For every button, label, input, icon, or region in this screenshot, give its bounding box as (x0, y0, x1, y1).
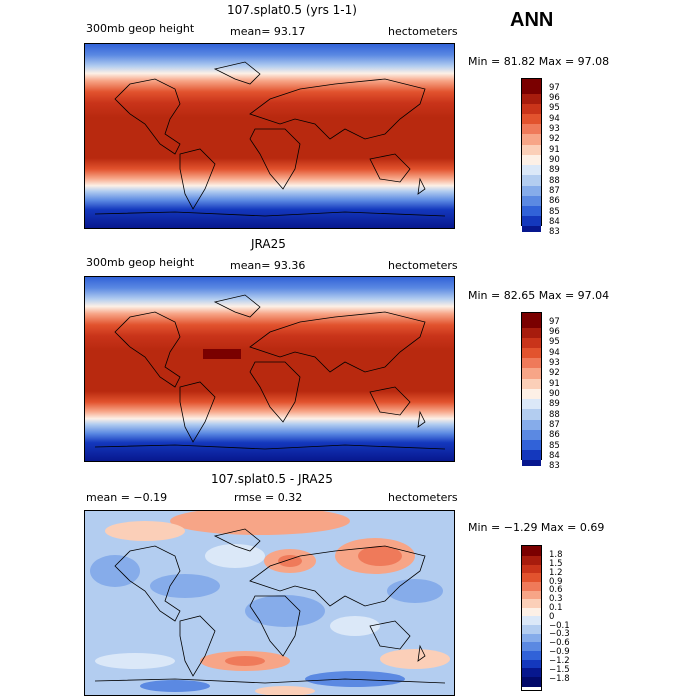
panel2-units-label: hectometers (388, 259, 458, 272)
cb3-label: 0 (549, 612, 555, 622)
cb3-label: −0.6 (549, 638, 570, 648)
cb1-label: 89 (549, 165, 560, 175)
cb1-label: 85 (549, 207, 560, 217)
cb2-label: 91 (549, 379, 560, 389)
cb1-label: 87 (549, 186, 560, 196)
panel3-minmax-label: Min = −1.29 Max = 0.69 (468, 521, 605, 534)
panel2-colorbar (521, 312, 542, 467)
cb2-label: 84 (549, 451, 560, 461)
cb1-label: 86 (549, 196, 560, 206)
cb1-label: 91 (549, 145, 560, 155)
panel2-variable-label: 300mb geop height (86, 256, 195, 269)
cb1-label: 94 (549, 114, 560, 124)
cb3-label: 0.9 (549, 577, 563, 587)
cb2-label: 97 (549, 317, 560, 327)
cb3-label: 1.2 (549, 568, 563, 578)
cb1-label: 92 (549, 134, 560, 144)
cb1-label: 93 (549, 124, 560, 134)
cb2-label: 83 (549, 461, 560, 471)
panel3-map (84, 510, 455, 696)
panel3-rmse-label: rmse = 0.32 (234, 491, 303, 504)
panel1-minmax-label: Min = 81.82 Max = 97.08 (468, 55, 610, 68)
cb1-label: 90 (549, 155, 560, 165)
panel3-colorbar (521, 545, 542, 691)
cb3-label: −1.5 (549, 665, 570, 675)
cb3-label: −0.1 (549, 621, 570, 631)
season-label: ANN (510, 9, 554, 31)
cb2-label: 96 (549, 327, 560, 337)
cb3-label: 1.8 (549, 550, 563, 560)
panel2-title: JRA25 (251, 237, 286, 251)
cb3-label: −1.8 (549, 674, 570, 684)
panel3-units-label: hectometers (388, 491, 458, 504)
cb2-label: 95 (549, 337, 560, 347)
cb2-label: 88 (549, 410, 560, 420)
panel1-contour-field (85, 44, 454, 228)
cb2-label: 86 (549, 430, 560, 440)
panel2-map (84, 276, 455, 462)
cb2-label: 87 (549, 420, 560, 430)
panel2-max-region (203, 349, 241, 359)
cb1-label: 88 (549, 176, 560, 186)
cb2-label: 94 (549, 348, 560, 358)
panel3-contour-field (85, 511, 454, 695)
cb1-label: 84 (549, 217, 560, 227)
cb2-label: 93 (549, 358, 560, 368)
panel1-mean-label: mean= 93.17 (230, 25, 306, 38)
cb3-label: −1.2 (549, 656, 570, 666)
cb2-label: 92 (549, 368, 560, 378)
cb3-label: 0.6 (549, 585, 563, 595)
cb2-label: 90 (549, 389, 560, 399)
panel2-mean-label: mean= 93.36 (230, 259, 306, 272)
cb3-label: 1.5 (549, 559, 563, 569)
cb1-label: 96 (549, 93, 560, 103)
panel1-units-label: hectometers (388, 25, 458, 38)
cb1-label: 97 (549, 83, 560, 93)
panel2-contour-field (85, 277, 454, 461)
panel1-title: 107.splat0.5 (yrs 1-1) (227, 3, 357, 17)
panel3-title: 107.splat0.5 - JRA25 (211, 472, 333, 486)
panel1-variable-label: 300mb geop height (86, 22, 195, 35)
panel2-minmax-label: Min = 82.65 Max = 97.04 (468, 289, 610, 302)
cb2-label: 89 (549, 399, 560, 409)
cb3-label: 0.3 (549, 594, 563, 604)
cb1-label: 83 (549, 227, 560, 237)
cb2-label: 85 (549, 441, 560, 451)
cb3-label: 0.1 (549, 603, 563, 613)
cb1-label: 95 (549, 103, 560, 113)
panel1-map (84, 43, 455, 229)
panel3-mean-label: mean = −0.19 (86, 491, 168, 504)
panel1-colorbar (521, 78, 542, 233)
cb3-label: −0.9 (549, 647, 570, 657)
cb3-label: −0.3 (549, 629, 570, 639)
